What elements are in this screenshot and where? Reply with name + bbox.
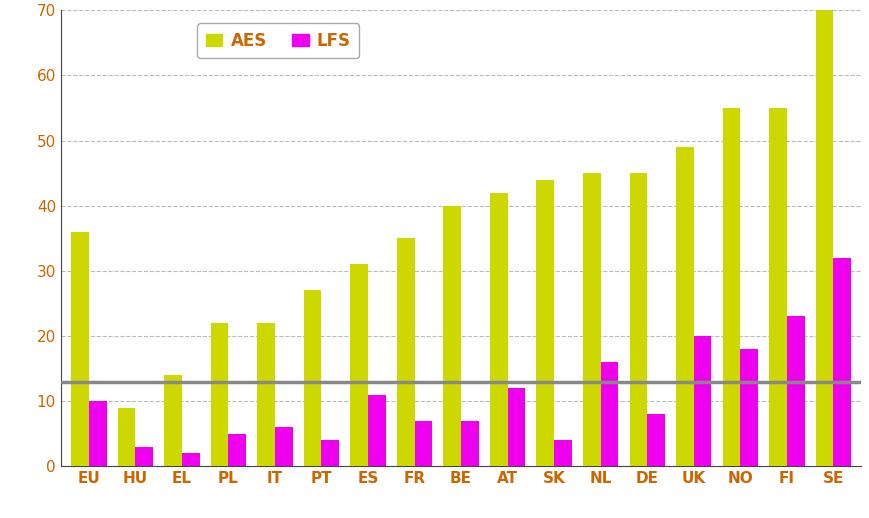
Bar (182, 453, 199, 466)
Bar (536, 180, 554, 466)
Bar (229, 434, 246, 466)
Bar (117, 408, 136, 466)
Bar (647, 414, 664, 466)
Bar (629, 173, 647, 466)
Bar (582, 173, 600, 466)
Bar (136, 447, 153, 466)
Bar (257, 323, 275, 466)
Bar (722, 108, 740, 466)
Bar (210, 323, 229, 466)
Bar (833, 258, 850, 466)
Bar (554, 440, 571, 466)
Bar (675, 147, 693, 466)
Legend: AES, LFS: AES, LFS (197, 23, 359, 58)
Bar (489, 193, 507, 466)
Bar (322, 440, 339, 466)
Bar (740, 349, 757, 466)
Bar (350, 264, 368, 466)
Bar (693, 336, 711, 466)
Bar (303, 291, 322, 466)
Bar (786, 316, 804, 466)
Bar (768, 108, 786, 466)
Bar (443, 206, 461, 466)
Bar (600, 362, 618, 466)
Bar (815, 10, 833, 466)
Bar (89, 401, 106, 466)
Bar (368, 395, 385, 466)
Bar (164, 375, 182, 466)
Bar (507, 388, 525, 466)
Bar (415, 421, 432, 466)
Bar (396, 238, 415, 466)
Bar (461, 421, 478, 466)
Bar (275, 427, 292, 466)
Bar (71, 232, 89, 466)
